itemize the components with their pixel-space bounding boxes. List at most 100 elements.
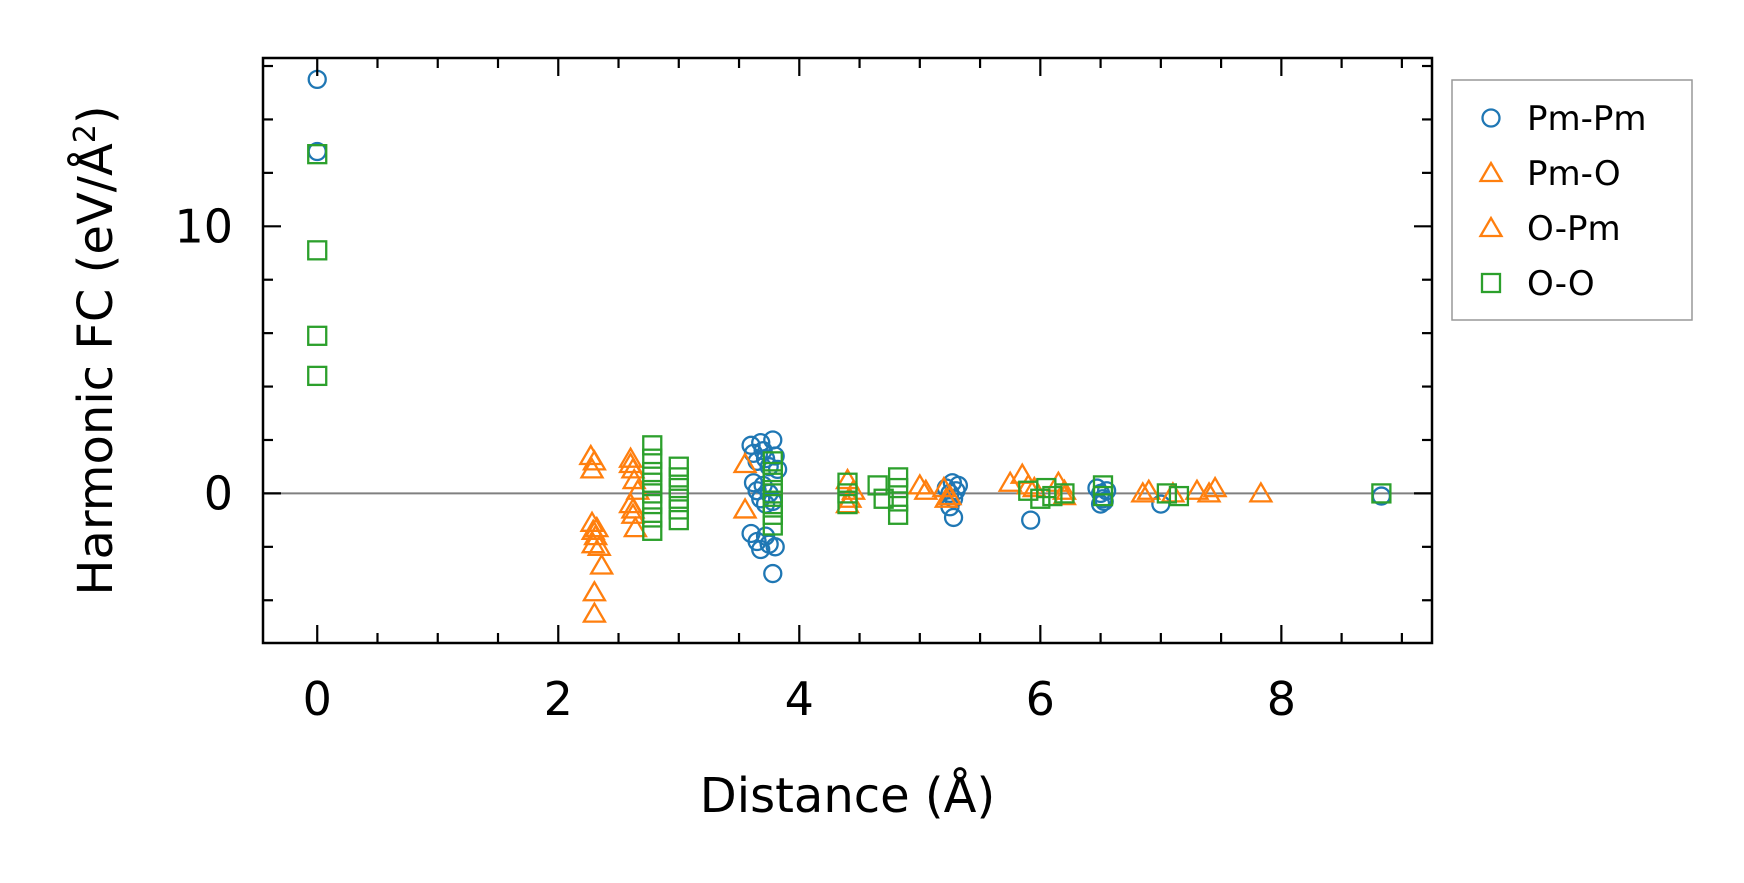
data-point — [622, 515, 648, 538]
data-point — [1196, 481, 1222, 503]
data-point — [873, 488, 894, 509]
data-point — [1130, 481, 1156, 503]
series-o-pm — [581, 449, 1222, 538]
data-point — [620, 497, 646, 519]
data-point — [762, 451, 783, 472]
data-point — [586, 534, 612, 556]
legend-item: Pm-Pm — [1481, 99, 1647, 139]
legend-label: Pm-O — [1527, 154, 1621, 194]
plot-frame — [261, 56, 1434, 645]
data-point — [887, 491, 909, 512]
data-point — [1136, 478, 1162, 500]
series-o-o — [307, 144, 1392, 541]
data-point — [913, 478, 939, 500]
data-point — [1021, 510, 1041, 530]
data-point — [1184, 478, 1210, 500]
data-point — [867, 475, 888, 496]
data-point — [642, 483, 663, 504]
data-point — [581, 579, 607, 602]
legend-marker — [1481, 108, 1501, 128]
legend-label: O-O — [1527, 264, 1595, 304]
data-point — [1248, 481, 1274, 503]
y-axis-title-superscript: 2 — [68, 124, 103, 143]
data-point — [668, 499, 689, 520]
data-point — [732, 451, 758, 474]
data-point — [1168, 485, 1190, 507]
data-point — [1051, 483, 1077, 506]
data-point — [762, 515, 783, 536]
data-point — [1051, 478, 1077, 500]
data-point — [1092, 475, 1114, 496]
data-point — [642, 461, 663, 483]
data-point — [933, 486, 959, 508]
legend-item: O-Pm — [1478, 209, 1621, 249]
data-point — [837, 483, 858, 504]
data-point — [618, 451, 644, 474]
data-point — [1015, 473, 1041, 495]
data-point — [763, 430, 783, 450]
x-tick-label: 0 — [303, 672, 332, 726]
y-tick-label: 0 — [204, 466, 233, 520]
data-point — [584, 515, 610, 538]
data-point — [765, 537, 785, 557]
data-point — [642, 435, 663, 456]
data-point — [589, 553, 615, 575]
y-axis-title-tail: ) — [68, 105, 124, 124]
data-point — [1042, 485, 1063, 507]
axis-ticks — [263, 58, 1432, 643]
legend-box — [1451, 79, 1693, 321]
data-point — [1030, 488, 1051, 509]
data-point — [581, 601, 607, 623]
data-point — [1202, 475, 1228, 498]
data-point — [887, 477, 909, 499]
legend-label: Pm-Pm — [1527, 99, 1647, 139]
data-point — [668, 477, 689, 499]
x-tick-label: 2 — [544, 672, 573, 726]
data-point — [307, 144, 328, 165]
data-point — [642, 448, 663, 469]
legend-marker — [1478, 215, 1504, 238]
legend: Pm-Pm Pm-O O-Pm O-O — [1451, 79, 1693, 321]
legend-item: Pm-O — [1478, 154, 1621, 194]
data-point — [759, 457, 779, 477]
legend-marker — [1480, 272, 1502, 294]
data-point — [837, 493, 858, 515]
data-point — [762, 472, 783, 493]
series-pm-pm — [307, 69, 1392, 584]
series-pm-o — [578, 443, 1274, 623]
data-point — [837, 472, 858, 493]
data-point — [762, 504, 783, 525]
data-point — [762, 483, 783, 504]
data-point — [762, 461, 783, 483]
data-point — [668, 456, 689, 477]
y-tick-label: 10 — [174, 199, 233, 253]
data-point — [937, 483, 963, 506]
data-point — [765, 446, 785, 466]
x-axis-title: Distance (Å) — [700, 767, 995, 824]
data-point — [762, 493, 783, 515]
y-axis-title: Harmonic FC (eV/Å2) — [67, 105, 124, 595]
data-point — [642, 507, 663, 528]
data-point — [943, 507, 964, 528]
data-point — [668, 509, 689, 531]
data-point — [307, 365, 328, 387]
data-point — [668, 467, 689, 488]
data-point — [618, 446, 644, 468]
data-point — [834, 467, 861, 490]
data-point — [581, 449, 607, 471]
legend-item: O-O — [1480, 264, 1595, 304]
data-point — [1021, 475, 1047, 498]
data-point — [1092, 485, 1114, 507]
legend-marker — [1478, 160, 1504, 183]
tick-labels: 0 2 4 6 8 0 10 — [174, 199, 1296, 726]
x-tick-label: 4 — [785, 672, 814, 726]
data-point — [307, 325, 328, 346]
data-point — [642, 472, 663, 493]
data-point — [887, 504, 909, 525]
legend-label: O-Pm — [1527, 209, 1621, 249]
data-point — [907, 473, 933, 495]
data-point — [1156, 483, 1178, 504]
data-point — [642, 520, 663, 541]
x-tick-label: 8 — [1267, 672, 1296, 726]
